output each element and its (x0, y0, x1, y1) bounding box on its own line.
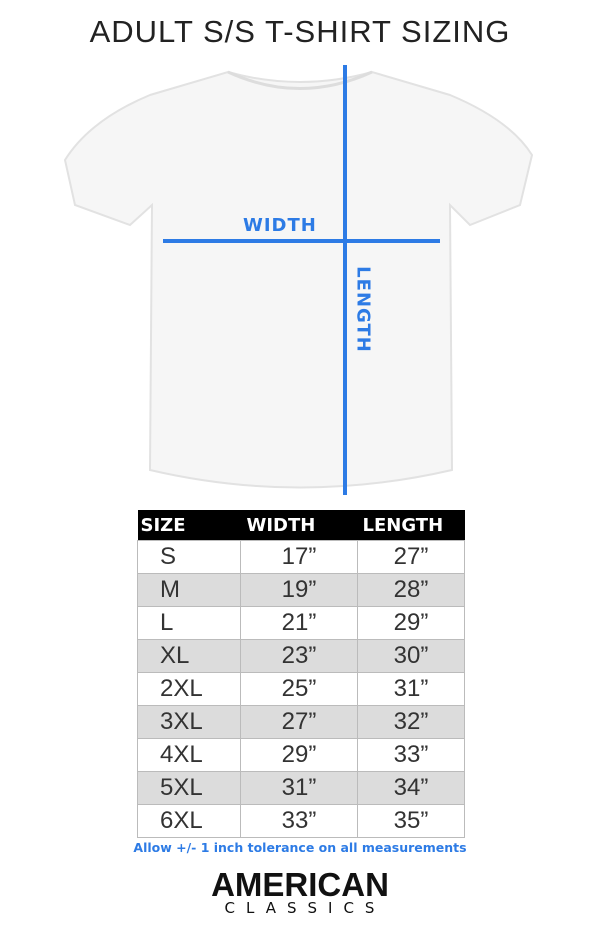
table-row: 3XL 27” 32” (137, 705, 465, 739)
header-length: LENGTH (357, 510, 465, 541)
width-cell: 27” (240, 705, 358, 739)
length-label: LENGTH (352, 266, 374, 353)
length-cell: 29” (357, 606, 465, 640)
width-cell: 25” (240, 672, 358, 706)
size-cell: 2XL (137, 672, 241, 706)
size-table: SIZE WIDTH LENGTH S 17” 27” M 19” 28” L 21” 29” X… (137, 510, 465, 838)
width-label: WIDTH (243, 215, 317, 236)
length-cell: 31” (357, 672, 465, 706)
size-cell: XL (137, 639, 241, 673)
table-row: XL 23” 30” (137, 639, 465, 673)
page-title: ADULT S/S T-SHIRT SIZING (89, 14, 511, 49)
header-width: WIDTH (240, 510, 358, 541)
size-cell: M (137, 573, 241, 607)
length-cell: 35” (357, 804, 465, 838)
length-cell: 33” (357, 738, 465, 772)
width-cell: 19” (240, 573, 358, 607)
header-size: SIZE (137, 510, 241, 541)
tshirt-image (63, 70, 534, 489)
width-cell: 17” (240, 540, 358, 574)
length-cell: 27” (357, 540, 465, 574)
size-cell: 5XL (137, 771, 241, 805)
width-cell: 33” (240, 804, 358, 838)
length-cell: 30” (357, 639, 465, 673)
table-row: L 21” 29” (137, 606, 465, 640)
length-cell: 34” (357, 771, 465, 805)
width-cell: 21” (240, 606, 358, 640)
size-cell: 6XL (137, 804, 241, 838)
length-cell: 32” (357, 705, 465, 739)
table-header: SIZE WIDTH LENGTH (137, 510, 465, 541)
tolerance-note: Allow +/- 1 inch tolerance on all measur… (133, 840, 467, 855)
tshirt-diagram (63, 65, 534, 495)
table-row: 4XL 29” 33” (137, 738, 465, 772)
logo-american: AMERICAN (211, 866, 389, 903)
table-row: 6XL 33” 35” (137, 804, 465, 838)
length-cell: 28” (357, 573, 465, 607)
size-cell: S (137, 540, 241, 574)
table-row: 5XL 31” 34” (137, 771, 465, 805)
logo-classics: CLASSICS (224, 899, 386, 917)
table-row: S 17” 27” (137, 540, 465, 574)
width-cell: 23” (240, 639, 358, 673)
table-row: M 19” 28” (137, 573, 465, 607)
width-cell: 29” (240, 738, 358, 772)
table-row: 2XL 25” 31” (137, 672, 465, 706)
width-cell: 31” (240, 771, 358, 805)
size-cell: 4XL (137, 738, 241, 772)
size-cell: 3XL (137, 705, 241, 739)
size-cell: L (137, 606, 241, 640)
